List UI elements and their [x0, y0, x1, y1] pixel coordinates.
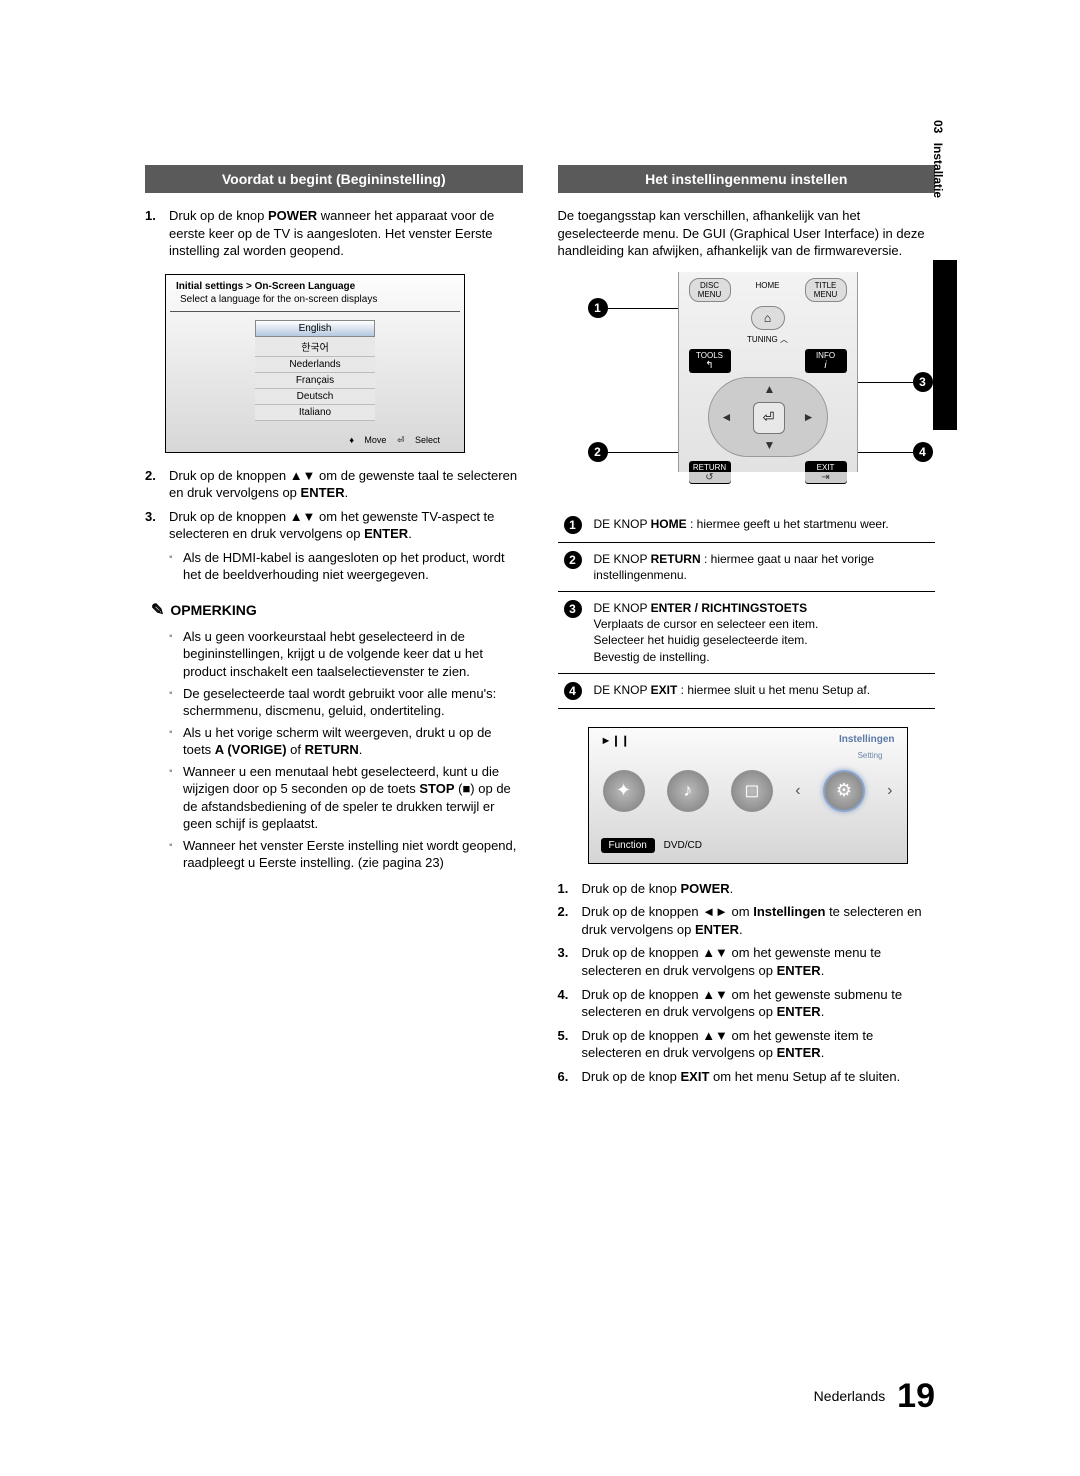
callout-4: 4 — [913, 442, 933, 462]
note-item: De geselecteerde taal wordt gebruikt voo… — [169, 685, 523, 720]
bstep: Druk op de knop EXIT om het menu Setup a… — [558, 1068, 936, 1086]
lang-footer: ♦ Move ⏎ Select — [166, 431, 464, 452]
down-arrow-icon: ▼ — [764, 438, 776, 452]
bstep: Druk op de knoppen ▲▼ om het gewenste it… — [558, 1027, 936, 1062]
nav-left-icon: ‹ — [795, 782, 800, 800]
note-item: Wanneer u een menutaal hebt geselecteerd… — [169, 763, 523, 833]
language-list: English 한국어 Nederlands Français Deutsch … — [255, 320, 375, 421]
right-intro: De toegangsstap kan verschillen, afhanke… — [558, 207, 936, 260]
function-badge: Function — [601, 838, 655, 853]
tuning-label: TUNING ︿ — [689, 334, 847, 345]
sub-item: Als de HDMI-kabel is aangesloten op het … — [169, 549, 523, 584]
table-row: 2DE KNOP RETURN : hiermee gaat u naar he… — [558, 542, 936, 591]
step-3-sub: Als de HDMI-kabel is aangesloten op het … — [145, 549, 523, 584]
move-hint: ♦ Move — [349, 435, 386, 445]
side-chapter-tab: 03 Installatie — [931, 120, 945, 198]
enter-button: ⏎ — [753, 402, 785, 434]
callout-1: 1 — [588, 298, 608, 318]
right-arrow-icon: ► — [803, 410, 815, 424]
table-row: 3DE KNOP ENTER / RICHTINGSTOETSVerplaats… — [558, 592, 936, 674]
left-arrow-icon: ◄ — [721, 410, 733, 424]
step-1: Druk op de knop POWER wanneer het appara… — [145, 207, 523, 260]
left-steps-b: Druk op de knoppen ▲▼ om de gewenste taa… — [145, 467, 523, 543]
select-hint: ⏎ Select — [397, 435, 440, 445]
lang-option: Français — [255, 373, 375, 389]
bstep: Druk op de knoppen ◄► om Instellingen te… — [558, 903, 936, 938]
return-button: RETURN↺ — [689, 461, 731, 484]
remote-control: DISC MENU HOME TITLE MENU ⌂ TUNING ︿ TOO… — [678, 272, 858, 472]
note-heading: ✎OPMERKING — [151, 600, 523, 620]
video-icon: ✦ — [603, 770, 645, 812]
home-button: ⌂ — [751, 306, 785, 330]
note-item: Wanneer het venster Eerste instelling ni… — [169, 837, 523, 872]
direction-pad: ▲ ▼ ◄ ► ⏎ — [708, 377, 828, 457]
chapter-title: Installatie — [931, 143, 945, 198]
table-row: 4DE KNOP EXIT : hiermee sluit u het menu… — [558, 673, 936, 708]
lang-option: English — [255, 320, 375, 337]
page-content: Voordat u begint (Begininstelling) Druk … — [0, 0, 1080, 1151]
nav-right-icon: › — [887, 782, 892, 800]
left-steps-a: Druk op de knop POWER wanneer het appara… — [145, 207, 523, 260]
note-item: Als u geen voorkeurstaal hebt geselectee… — [169, 628, 523, 681]
info-button: INFOi — [805, 349, 847, 373]
left-column: Voordat u begint (Begininstelling) Druk … — [145, 165, 523, 1091]
table-row: 1DE KNOP HOME : hiermee geeft u het star… — [558, 508, 936, 543]
tools-button: TOOLS↰ — [689, 349, 731, 373]
step-2: Druk op de knoppen ▲▼ om de gewenste taa… — [145, 467, 523, 502]
right-column: Het instellingenmenu instellen De toegan… — [558, 165, 936, 1091]
bottom-steps: Druk op de knop POWER. Druk op de knoppe… — [558, 880, 936, 1085]
music-icon: ♪ — [667, 770, 709, 812]
settings-menu-screen: ►❙❙ Instellingen Setting ✦ ♪ ◻ ‹ ⚙ › Fun… — [588, 727, 908, 864]
photo-icon: ◻ — [731, 770, 773, 812]
lang-option: 한국어 — [255, 337, 375, 357]
footer-lang: Nederlands — [814, 1388, 886, 1404]
up-arrow-icon: ▲ — [764, 382, 776, 396]
home-label: HOME — [756, 278, 780, 302]
left-heading: Voordat u begint (Begininstelling) — [145, 165, 523, 193]
source-label: DVD/CD — [664, 840, 702, 851]
function-bar: Function DVD/CD — [589, 832, 907, 863]
lang-title: Initial settings > On-Screen Language — [166, 275, 464, 292]
right-heading: Het instellingenmenu instellen — [558, 165, 936, 193]
language-selection-screen: Initial settings > On-Screen Language Se… — [165, 274, 465, 453]
callout-table: 1DE KNOP HOME : hiermee geeft u het star… — [558, 508, 936, 709]
step-3: Druk op de knoppen ▲▼ om het gewenste TV… — [145, 508, 523, 543]
side-black-bar — [933, 260, 957, 430]
gear-icon: ⚙ — [823, 770, 865, 812]
bstep: Druk op de knoppen ▲▼ om het gewenste su… — [558, 986, 936, 1021]
callout-2: 2 — [588, 442, 608, 462]
footer-page: 19 — [897, 1377, 935, 1415]
disc-menu-button: DISC MENU — [689, 278, 731, 302]
play-pause-icon: ►❙❙ — [601, 734, 630, 747]
page-footer: Nederlands 19 — [814, 1377, 935, 1416]
exit-button: EXIT⇥ — [805, 461, 847, 484]
chapter-number: 03 — [931, 120, 945, 133]
setting-mini-label: Setting — [589, 751, 907, 760]
title-menu-button: TITLE MENU — [805, 278, 847, 302]
settings-label: Instellingen — [839, 734, 895, 747]
lang-option: Deutsch — [255, 389, 375, 405]
bstep: Druk op de knoppen ▲▼ om het gewenste me… — [558, 944, 936, 979]
pencil-icon: ✎ — [151, 600, 164, 620]
lang-option: Nederlands — [255, 357, 375, 373]
lang-option: Italiano — [255, 405, 375, 421]
bstep: Druk op de knop POWER. — [558, 880, 936, 898]
notes-list: Als u geen voorkeurstaal hebt geselectee… — [145, 628, 523, 872]
note-item: Als u het vorige scherm wilt weergeven, … — [169, 724, 523, 759]
callout-3: 3 — [913, 372, 933, 392]
lang-subtitle: Select a language for the on-screen disp… — [170, 292, 460, 312]
remote-diagram: 1 2 3 4 DISC MENU HOME TITLE MENU ⌂ TUNI… — [558, 272, 936, 492]
